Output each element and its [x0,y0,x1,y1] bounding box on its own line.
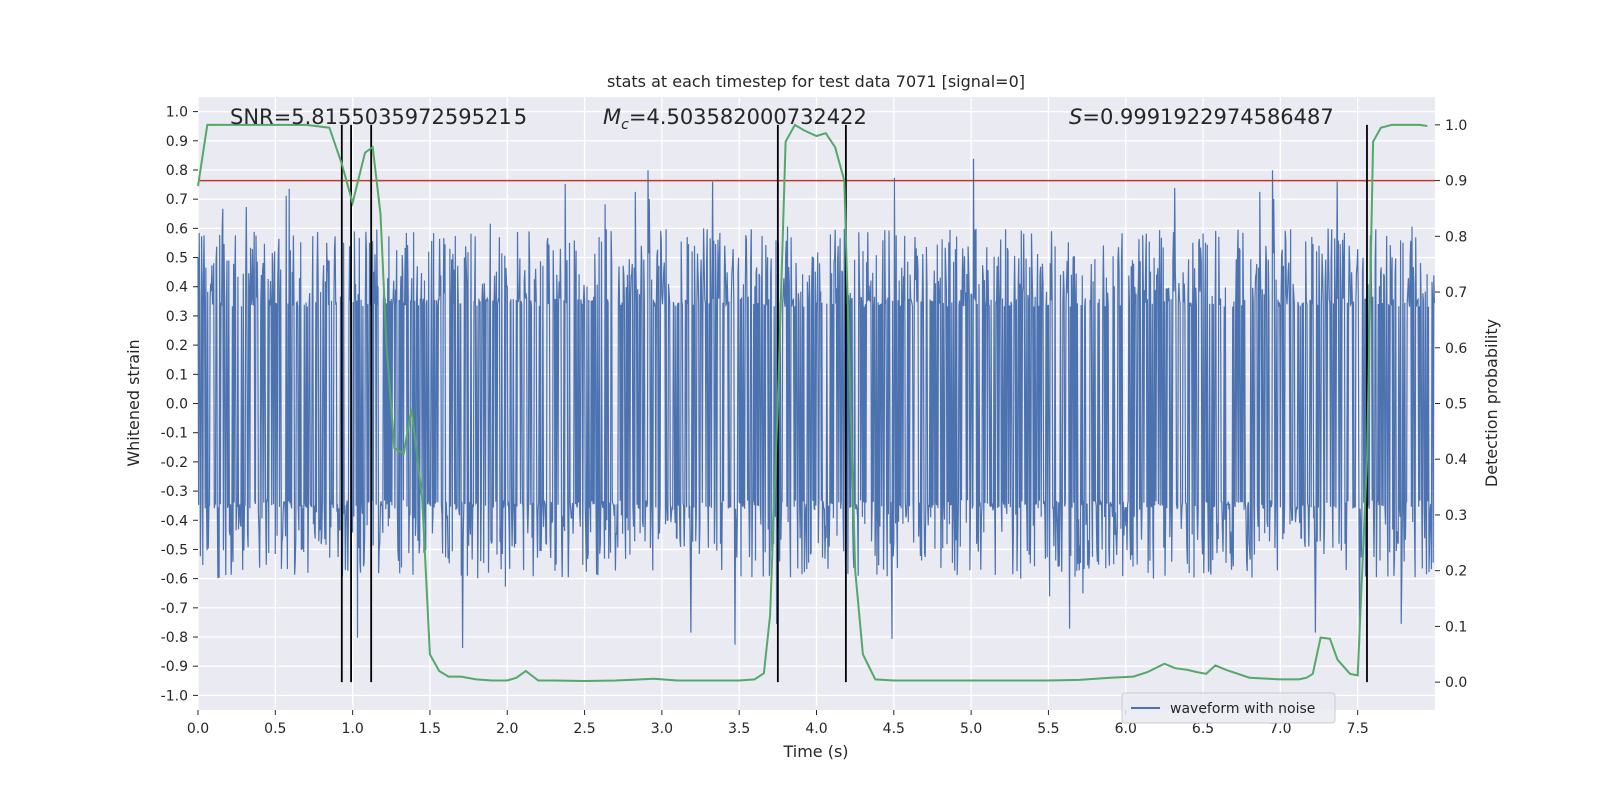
y-tick-label: 0.3 [166,309,188,325]
strain-line [197,158,1435,649]
y2-tick-label: 0.8 [1445,229,1467,245]
y-tick-label: 0.6 [166,221,188,237]
x-tick-label: 5.0 [960,721,982,737]
x-tick-label: 4.0 [805,721,827,737]
y2-tick-label: 0.5 [1445,397,1467,413]
y-tick-label: 0.4 [166,280,188,296]
y2-axis-ticks: 0.0 0.1 0.2 0.3 0.4 0.5 0.6 0.7 0.8 0.9 1.0 [1435,118,1467,691]
y-tick-label: -0.9 [161,659,188,675]
y-tick-label: 0.1 [166,367,188,383]
x-tick-label: 5.5 [1037,721,1059,737]
y2-tick-label: 1.0 [1445,118,1467,134]
y-tick-label: -0.8 [161,630,188,646]
probability-line [197,123,1428,683]
y-tick-label: -1.0 [161,688,188,704]
x-tick-label: 0.5 [264,721,286,737]
y-axis-label: Whitened strain [124,339,143,466]
y2-tick-label: 0.9 [1445,174,1467,190]
snr-annotation: SNR=5.815503597259521 5 [230,105,527,129]
y-tick-label: -0.1 [161,426,188,442]
y-tick-label: 0.9 [166,134,188,150]
chirp-mass-annotation: Mc=4.503582000732422 [603,105,867,133]
x-tick-label: 6.0 [1115,721,1137,737]
legend-label: waveform with noise [1170,701,1315,717]
y2-tick-label: 0.7 [1445,285,1467,301]
s-symbol: S [1069,105,1082,129]
legend-box [1121,692,1336,724]
y2-axis-label: Detection probability [1482,319,1501,487]
legend: waveform with noise [1121,692,1336,724]
y-tick-label: -0.6 [161,572,188,588]
x-tick-label: 1.0 [341,721,363,737]
x-tick-label: 3.0 [651,721,673,737]
x-tick-label: 6.5 [1192,721,1214,737]
event-lines [340,124,1368,683]
x-axis-ticks: 0.0 0.5 1.0 1.5 2.0 2.5 3.0 3.5 4.0 4.5 5.0 5.5 6.0 6… [187,710,1369,737]
chirp-mass-subscript: c [621,117,629,133]
y-tick-label: -0.7 [161,601,188,617]
y-axis-ticks: -1.0 -0.9 -0.8 -0.7 -0.6 -0.5 -0.4 -0.3 -0.2 -0.1… [161,105,198,704]
y-tick-label: -0.5 [161,542,188,558]
x-tick-label: 2.5 [573,721,595,737]
x-tick-label: 4.5 [883,721,905,737]
y-tick-label: 0.2 [166,338,188,354]
y-tick-label: -0.2 [161,455,188,471]
y2-tick-label: 0.4 [1445,452,1467,468]
y-tick-label: 0.5 [166,251,188,267]
y-tick-label: -0.4 [161,513,188,529]
strain-series [197,158,1435,649]
y2-tick-label: 0.0 [1445,675,1467,691]
y2-tick-label: 0.3 [1445,508,1467,524]
chirp-mass-value: =4.503582000732422 [629,105,867,129]
chart-title: stats at each timestep for test data 707… [607,72,1025,91]
y-tick-label: 0.8 [166,163,188,179]
probability-series-group [197,123,1428,683]
x-tick-label: 1.5 [419,721,441,737]
y-tick-label: 1.0 [166,105,188,121]
y-tick-label: 0.7 [166,192,188,208]
y2-tick-label: 0.1 [1445,619,1467,635]
y2-tick-label: 0.2 [1445,564,1467,580]
x-tick-label: 0.0 [187,721,209,737]
x-tick-label: 7.0 [1269,721,1291,737]
x-tick-label: 2.0 [496,721,518,737]
x-axis-label: Time (s) [782,742,848,761]
x-tick-label: 3.5 [728,721,750,737]
y-tick-label: -0.3 [161,484,188,500]
y-tick-label: 0.0 [166,397,188,413]
s-annotation: S=0.9991922974586487 [1069,105,1334,129]
x-tick-label: 7.5 [1347,721,1369,737]
y2-tick-label: 0.6 [1445,341,1467,357]
s-value: =0.9991922974586487 [1082,105,1333,129]
chirp-mass-symbol: M [603,105,621,129]
